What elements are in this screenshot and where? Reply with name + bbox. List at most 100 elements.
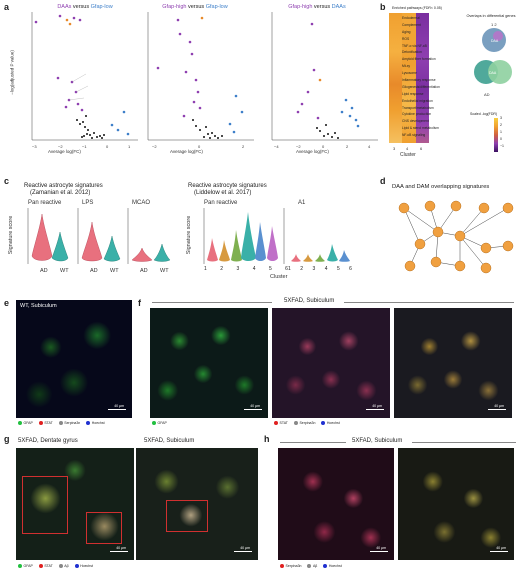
group-wt-2: WT [110, 268, 119, 274]
violin-ad-pan [31, 213, 53, 261]
legend-e-serpina3n: Serpina3n [58, 421, 80, 426]
pathway-term: Endothelial migration [402, 98, 433, 103]
venn-top-label: 1 2 [491, 22, 497, 27]
pathway-term: NF-κB signaling [402, 133, 426, 138]
svg-text:−4: −4 [274, 144, 279, 149]
micrograph-e-title: WT, Subiculum [20, 303, 57, 309]
volcano2-xlabel: Average log(FC) [170, 149, 203, 154]
heatmap-xtick-6: 6 [420, 146, 423, 151]
group-ad-2: AD [90, 268, 98, 274]
pathway-term: Amyloid fiber formation [402, 57, 436, 62]
svg-text:−2: −2 [152, 144, 157, 149]
group-ad-1: AD [40, 268, 48, 274]
panel-letter-f: f [138, 298, 141, 308]
volcano3-xlabel: Average log(FC) [296, 149, 329, 154]
svg-text:−2: −2 [58, 144, 63, 149]
f-title-line-left [152, 302, 272, 303]
scalebar-e [108, 408, 126, 410]
micrograph-5xfad-dentate: 40 μm [16, 448, 134, 560]
pathway-term: Lipid response [402, 91, 424, 96]
h-title-line-left [280, 442, 346, 443]
legend-g: GFAP STAT Aβ Hoechst [18, 564, 93, 569]
pathway-term: Inflammatory response [402, 78, 436, 82]
pathway-term: TNF-α via NF-κB [402, 43, 427, 48]
legend-h-hoechst: Hoechst [323, 564, 342, 569]
inset-box-1 [22, 476, 68, 534]
venn-bottom-label: AD [484, 92, 490, 97]
liddelow-title: Reactive astrocyte signatures [188, 183, 267, 189]
violin-right-ylabel: Signature score [186, 215, 192, 255]
micrograph-5xfad-gfap: 40 μm [150, 308, 268, 418]
panel-letter-a: a [4, 2, 10, 12]
violin-left-ylabel: Signature score [8, 215, 14, 255]
colorscale-bar [494, 118, 498, 152]
heatmap-xtick-4: 4 [406, 146, 409, 151]
violin-left-plots [27, 208, 171, 264]
h-title-line-right [412, 442, 516, 443]
pathway-term: Cytokine production [402, 112, 432, 117]
legend-f-hoechst: Hoechst [321, 421, 340, 426]
pathway-term: Complement [402, 22, 421, 27]
panel-letter-b: b [380, 2, 386, 12]
inset-box-2 [86, 512, 122, 544]
svg-text:4: 4 [368, 144, 371, 149]
legend-h-serpina3n: Serpina3n [280, 564, 301, 569]
pathway-list: Endodermal Complement Aging ROS TNF-α via NF… [402, 16, 446, 140]
volcano-plot-3: −4 −2 0 2 4 [271, 12, 378, 149]
svg-text:0: 0 [198, 144, 201, 149]
scalebar-h1-label: 40 μm [376, 546, 386, 550]
svg-text:0: 0 [322, 144, 325, 149]
scalebar-h2-label: 40 μm [496, 546, 506, 550]
scalebar-f1 [244, 408, 262, 410]
panel-letter-d: d [380, 176, 386, 186]
legend-g-stat: STAT [38, 564, 53, 569]
group-wt-3: WT [160, 268, 169, 274]
colorscale-title: Scaled -log(FDR) [470, 112, 498, 116]
panel-g-title1: 5XFAD, Dentate gyrus [18, 438, 78, 444]
legend-g-abeta: Aβ [58, 564, 69, 569]
panel-h-title: 5XFAD, Subiculum [352, 438, 403, 444]
micrograph-wt-subiculum: WT, Subiculum 40 μm [16, 300, 132, 418]
scalebar-f3-label: 40 μm [494, 404, 504, 408]
group-wt-1: WT [60, 268, 69, 274]
scalebar-f1-label: 40 μm [250, 404, 260, 408]
legend-h-abeta: Aβ [307, 564, 317, 569]
legend-f-gfap: GFAP [152, 421, 167, 426]
scalebar-e-label: 40 μm [114, 404, 124, 408]
pathway-term: Aging [402, 29, 411, 34]
svg-text:−1: −1 [82, 144, 87, 149]
legend-e-stat: STAT [38, 421, 53, 426]
pathway-term: Lipid & sterol metabolism [402, 126, 439, 131]
pathway-term: ROS [402, 36, 410, 41]
violin-wt-pan [51, 231, 69, 262]
legend-g-hoechst: Hoechst [74, 564, 93, 569]
scalebar-h1 [370, 550, 388, 552]
svg-text:0: 0 [106, 144, 109, 149]
panel-letter-e: e [4, 298, 10, 308]
venn-diagram: DAA DAA [474, 28, 512, 84]
heatmap-title: Enriched pathways (FDR< 0.05) [392, 6, 442, 10]
legend-f2: STAT Serpina3n Hoechst [274, 421, 340, 426]
pathway-term: Mt-xy [402, 64, 411, 69]
scalebar-g1-label: 40 μm [116, 546, 126, 550]
panel-g-title2: 5XFAD, Subiculum [144, 438, 195, 444]
venn-big-label: DAA [491, 39, 499, 43]
micrograph-h-merge: 40 μm [398, 448, 514, 560]
panel-f-title: 5XFAD, Subiculum [284, 298, 335, 304]
zamanian-title: Reactive astrocyte signatures [24, 183, 103, 189]
scalebar-f2 [366, 408, 384, 410]
venn-title: Overlaps in differential genes [466, 14, 516, 18]
violin-wt-lps [103, 235, 121, 262]
svg-text:1: 1 [128, 144, 131, 149]
violin-sub-a1: A1 [298, 200, 306, 206]
volcano1-xtick: −3 [32, 144, 37, 149]
micrograph-5xfad-merge: 40 μm [394, 308, 512, 418]
volcano-plot-2: −2 0 2 [147, 12, 254, 149]
volcano1-title: DAAs versus Gfap-low [57, 4, 113, 10]
scalebar-f3 [488, 408, 506, 410]
scalebar-g2 [234, 550, 252, 552]
svg-text:−2: −2 [296, 144, 301, 149]
venn-center-label: DAA [489, 71, 497, 75]
scalebar-g1 [110, 550, 128, 552]
